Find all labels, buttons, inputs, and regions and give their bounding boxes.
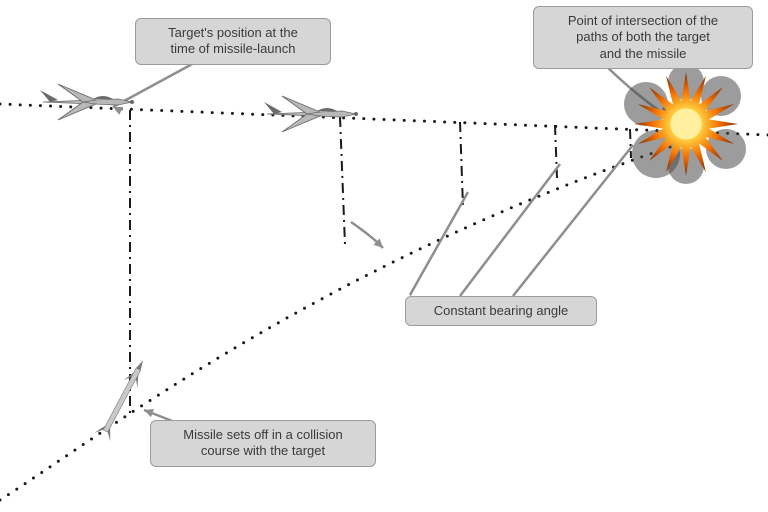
sight-lines xyxy=(130,110,631,418)
label-text: Constant bearing angle xyxy=(434,303,568,318)
diagram-canvas xyxy=(0,0,768,512)
label-intersection: Point of intersection of thepaths of bot… xyxy=(533,6,753,69)
label-text: Missile sets off in a collisioncourse wi… xyxy=(183,427,342,458)
aircraft-group xyxy=(40,84,358,132)
label-text: Target's position at thetime of missile-… xyxy=(168,25,298,56)
explosion xyxy=(624,64,746,184)
label-missile-launch: Missile sets off in a collisioncourse wi… xyxy=(150,420,376,467)
bearing-angle-arrows xyxy=(351,145,633,306)
label-text: Point of intersection of thepaths of bot… xyxy=(568,13,718,61)
label-target-position: Target's position at thetime of missile-… xyxy=(135,18,331,65)
missile-object xyxy=(94,356,151,441)
label-pointers xyxy=(113,50,671,438)
label-bearing-angle: Constant bearing angle xyxy=(405,296,597,326)
